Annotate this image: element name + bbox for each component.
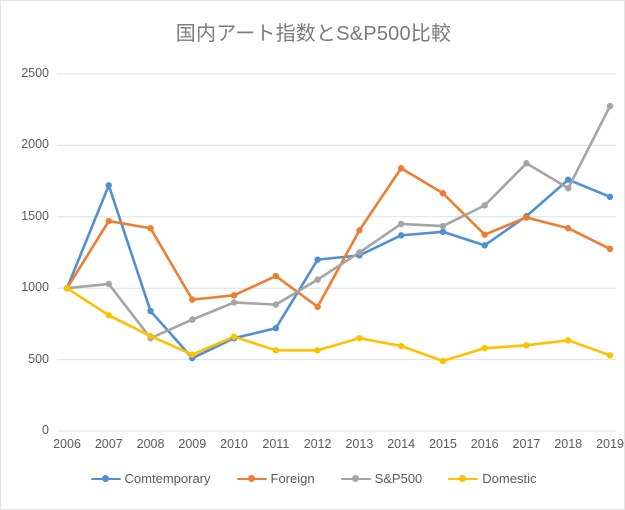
data-point[interactable] xyxy=(356,249,363,256)
data-point[interactable] xyxy=(606,193,614,201)
x-axis-tick-label: 2019 xyxy=(596,437,624,451)
data-point[interactable] xyxy=(63,285,71,292)
data-point[interactable] xyxy=(230,292,238,299)
legend-item-label: Foreign xyxy=(270,471,315,486)
x-axis-tick-label: 2007 xyxy=(94,437,123,451)
data-point[interactable] xyxy=(105,217,112,225)
data-point[interactable] xyxy=(147,332,154,340)
data-point[interactable] xyxy=(105,182,112,189)
data-point[interactable] xyxy=(523,160,530,167)
data-point[interactable] xyxy=(439,190,447,197)
data-point[interactable] xyxy=(481,242,488,249)
legend-item-domestic[interactable]: Domestic xyxy=(448,471,536,486)
gridlines xyxy=(57,73,616,432)
data-point[interactable] xyxy=(397,165,405,172)
y-axis-tick-label: 1500 xyxy=(21,208,49,223)
series-markers xyxy=(63,102,614,365)
series-lines xyxy=(65,104,612,363)
data-point[interactable] xyxy=(314,347,321,354)
data-point[interactable] xyxy=(439,228,447,235)
data-point[interactable] xyxy=(565,225,572,232)
data-point[interactable] xyxy=(189,296,196,303)
x-axis-tick-label: 2011 xyxy=(262,437,290,451)
y-axis-tick-label: 0 xyxy=(42,423,49,437)
legend-swatch-icon xyxy=(90,472,121,486)
legend-item-foreign[interactable]: Foreign xyxy=(236,471,315,486)
series-line-s-p500 xyxy=(65,104,612,340)
legend-item-label: Domestic xyxy=(482,471,537,486)
data-point[interactable] xyxy=(230,333,238,340)
legend-item-comtemporary[interactable]: Comtemporary xyxy=(90,471,211,486)
data-point[interactable] xyxy=(565,185,572,192)
x-axis-tick-label: 2017 xyxy=(512,437,541,451)
data-point[interactable] xyxy=(272,324,280,332)
data-point[interactable] xyxy=(356,334,363,342)
x-axis-tick-label: 2018 xyxy=(554,437,583,451)
data-point[interactable] xyxy=(189,316,196,323)
data-point[interactable] xyxy=(481,344,488,352)
data-point[interactable] xyxy=(606,352,614,359)
data-point[interactable] xyxy=(105,312,112,319)
x-axis-tick-label: 2008 xyxy=(136,437,165,451)
data-point[interactable] xyxy=(397,342,405,350)
data-point[interactable] xyxy=(272,272,280,280)
data-point[interactable] xyxy=(272,347,280,354)
y-axis-tick-label: 500 xyxy=(28,351,49,366)
data-point[interactable] xyxy=(272,301,280,308)
data-point[interactable] xyxy=(356,227,363,234)
legend-swatch-icon xyxy=(448,472,479,486)
x-axis-tick-label: 2009 xyxy=(178,437,207,451)
series-line-domestic xyxy=(65,286,612,363)
x-axis-tick-label: 2006 xyxy=(53,437,81,451)
legend-item-label: Comtemporary xyxy=(124,471,211,486)
data-point[interactable] xyxy=(481,202,488,209)
data-point[interactable] xyxy=(565,337,572,344)
data-point[interactable] xyxy=(481,231,488,238)
y-axis-tick-label: 2000 xyxy=(21,137,49,152)
data-point[interactable] xyxy=(314,256,321,263)
data-point[interactable] xyxy=(147,307,154,315)
data-point[interactable] xyxy=(314,276,321,283)
data-point[interactable] xyxy=(147,225,154,232)
x-axis-tick-label: 2015 xyxy=(429,437,457,451)
data-point[interactable] xyxy=(606,102,614,110)
legend-swatch-icon xyxy=(340,472,371,486)
data-point[interactable] xyxy=(523,214,530,221)
data-point[interactable] xyxy=(606,245,614,253)
x-axis-tick-label: 2010 xyxy=(220,437,248,451)
data-point[interactable] xyxy=(314,303,321,310)
data-point[interactable] xyxy=(439,357,447,365)
data-point[interactable] xyxy=(439,222,447,230)
data-point[interactable] xyxy=(397,232,405,239)
x-axis-tick-label: 2014 xyxy=(387,437,416,451)
series-line-foreign xyxy=(65,166,612,309)
data-point[interactable] xyxy=(230,299,238,306)
chart-legend: Comtemporary Foreign S&P500 Domestic xyxy=(1,471,624,486)
x-axis-tick-label: 2012 xyxy=(303,437,332,451)
data-point[interactable] xyxy=(189,351,196,358)
x-axis-tick-label: 2016 xyxy=(470,437,499,451)
legend-item-label: S&P500 xyxy=(374,471,423,486)
chart-title: 国内アート指数とS&P500比較 xyxy=(175,23,452,45)
legend-swatch-icon xyxy=(236,472,267,486)
x-axis-tick-label: 2013 xyxy=(345,437,374,451)
legend-item-s-p500[interactable]: S&P500 xyxy=(340,471,423,486)
data-point[interactable] xyxy=(523,342,530,349)
y-axis-tick-label: 1000 xyxy=(21,280,49,295)
data-point[interactable] xyxy=(565,176,572,183)
data-point[interactable] xyxy=(397,220,405,228)
data-point[interactable] xyxy=(105,280,112,288)
y-axis-tick-label: 2500 xyxy=(21,66,49,80)
